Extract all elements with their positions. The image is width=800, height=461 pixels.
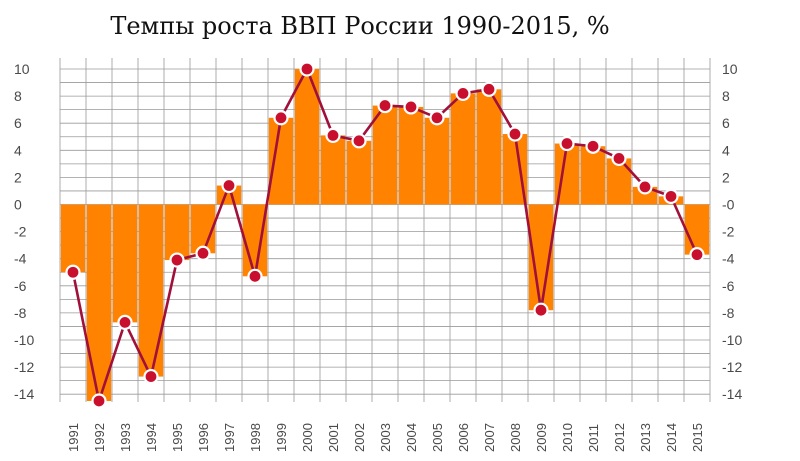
y-tick-right: -14 xyxy=(722,386,742,402)
y-tick-left: -6 xyxy=(14,278,27,294)
x-tick-2000: 2000 xyxy=(300,423,315,452)
bar-1991 xyxy=(60,204,86,273)
x-tick-1997: 1997 xyxy=(222,423,237,452)
x-tick-2013: 2013 xyxy=(638,423,653,452)
x-tick-1995: 1995 xyxy=(170,423,185,452)
point-2010 xyxy=(559,135,575,152)
x-tick-2012: 2012 xyxy=(612,423,627,452)
x-tick-1993: 1993 xyxy=(118,423,133,452)
bar-2015 xyxy=(684,204,710,255)
y-tick-right: -6 xyxy=(722,278,735,294)
y-tick-left: 8 xyxy=(14,88,22,104)
y-tick-right: -10 xyxy=(722,332,742,348)
x-tick-2010: 2010 xyxy=(560,423,575,452)
bar-2006 xyxy=(450,93,476,205)
x-tick-2006: 2006 xyxy=(456,423,471,452)
x-tick-2002: 2002 xyxy=(352,423,367,452)
x-tick-1998: 1998 xyxy=(248,423,263,452)
x-tick-2015: 2015 xyxy=(690,423,705,452)
point-1995 xyxy=(169,252,185,268)
point-2013 xyxy=(637,179,653,195)
bar-2002 xyxy=(346,140,372,205)
point-1991 xyxy=(65,264,81,280)
bar-2007 xyxy=(476,89,502,205)
chart-title: Темпы роста ВВП России 1990-2015, % xyxy=(110,12,610,40)
point-2014 xyxy=(663,188,679,204)
point-2008 xyxy=(507,126,523,142)
point-2006 xyxy=(455,85,471,101)
bar-2011 xyxy=(580,146,606,205)
y-tick-left: -14 xyxy=(14,386,34,402)
bar-2003 xyxy=(372,105,398,205)
y-tick-left: -2 xyxy=(14,224,27,240)
point-2004 xyxy=(403,99,419,115)
y-tick-left: 0 xyxy=(14,197,22,213)
point-1992 xyxy=(91,393,107,409)
y-tick-right: 4 xyxy=(722,142,730,158)
y-tick-right: 6 xyxy=(722,115,730,131)
y-tick-right: 8 xyxy=(722,88,730,104)
y-tick-left: -10 xyxy=(14,332,34,348)
bar-1999 xyxy=(268,117,294,205)
bar-2001 xyxy=(320,135,346,205)
y-tick-right: 2 xyxy=(722,169,730,185)
bar-2004 xyxy=(398,106,424,205)
y-tick-right: 10 xyxy=(722,61,738,77)
x-tick-1991: 1991 xyxy=(66,423,81,452)
point-2003 xyxy=(377,97,393,114)
point-2005 xyxy=(429,110,445,126)
y-tick-left: 6 xyxy=(14,115,22,131)
x-tick-1996: 1996 xyxy=(196,423,211,452)
x-tick-2001: 2001 xyxy=(326,423,341,452)
bar-1995 xyxy=(164,204,190,261)
x-tick-2011: 2011 xyxy=(586,424,601,452)
x-tick-2009: 2009 xyxy=(534,423,549,452)
bar-2005 xyxy=(424,117,450,205)
point-1999 xyxy=(273,110,289,126)
point-2000 xyxy=(299,61,315,77)
x-tick-2008: 2008 xyxy=(508,423,523,452)
y-tick-right: -0 xyxy=(722,197,735,213)
x-tick-2003: 2003 xyxy=(378,423,393,452)
x-tick-2014: 2014 xyxy=(664,423,679,452)
y-tick-right: -4 xyxy=(722,251,735,267)
x-tick-2005: 2005 xyxy=(430,423,445,452)
bar-1994 xyxy=(138,204,164,377)
y-tick-right: -8 xyxy=(722,305,735,321)
point-2007 xyxy=(481,81,497,97)
y-tick-left: -4 xyxy=(14,251,27,267)
point-1996 xyxy=(195,245,211,261)
y-tick-left: 4 xyxy=(14,142,22,158)
point-2012 xyxy=(611,150,627,167)
point-1998 xyxy=(247,268,263,284)
point-1997 xyxy=(221,177,237,194)
y-tick-right: -12 xyxy=(722,359,742,375)
point-2015 xyxy=(689,247,705,263)
point-2001 xyxy=(325,127,341,143)
point-2011 xyxy=(585,138,601,154)
y-tick-left: 10 xyxy=(14,61,30,77)
bar-1993 xyxy=(112,204,138,323)
bar-1998 xyxy=(242,204,268,277)
x-tick-2007: 2007 xyxy=(482,423,497,452)
y-tick-left: 2 xyxy=(14,169,22,185)
x-tick-2004: 2004 xyxy=(404,423,419,452)
point-2002 xyxy=(351,133,367,149)
y-tick-left: -12 xyxy=(14,359,34,375)
y-tick-right: -2 xyxy=(722,224,735,240)
x-tick-1992: 1992 xyxy=(92,423,107,452)
x-tick-1994: 1994 xyxy=(144,423,159,452)
y-tick-left: -8 xyxy=(14,305,27,321)
point-1993 xyxy=(117,314,133,330)
x-tick-1999: 1999 xyxy=(274,423,289,452)
bar-1992 xyxy=(86,204,112,401)
point-1994 xyxy=(143,368,159,385)
point-2009 xyxy=(533,302,549,318)
